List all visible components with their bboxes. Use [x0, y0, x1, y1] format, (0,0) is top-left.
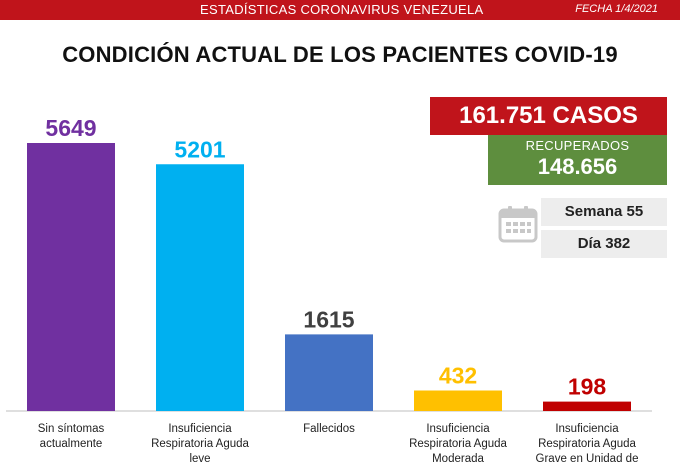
- bar-value-label-2: 5201: [174, 136, 225, 162]
- recovered-badge: RECUPERADOS 148.656: [488, 135, 667, 185]
- category-label-3: Fallecidos: [303, 423, 355, 435]
- bar-3: [285, 334, 373, 411]
- bar-2: [156, 164, 244, 411]
- header-date: FECHA 1/4/2021: [575, 3, 658, 15]
- category-label-1: Sin síntomas actualmente: [37, 423, 105, 450]
- week-badge: Semana 55: [541, 198, 667, 226]
- category-label-4: Insuficiencia Respiratoria Aguda Moderad…: [409, 423, 507, 465]
- total-cases-badge: 161.751 CASOS: [430, 97, 667, 135]
- header-bar: ESTADÍSTICAS CORONAVIRUS VENEZUELA FECHA…: [0, 0, 680, 20]
- category-label-2: Insuficiencia Respiratoria Aguda leve: [151, 423, 249, 465]
- bar-value-label-1: 5649: [45, 115, 96, 141]
- bar-value-label-3: 1615: [303, 306, 354, 332]
- bar-value-label-5: 198: [568, 374, 607, 400]
- bar-5: [543, 401, 631, 411]
- recovered-value: 148.656: [537, 154, 618, 179]
- day-badge: Día 382: [541, 230, 667, 258]
- category-label-5: Insuficiencia Respiratoria Aguda Grave e…: [535, 423, 639, 465]
- bar-4: [414, 390, 502, 411]
- chart-title: CONDICIÓN ACTUAL DE LOS PACIENTES COVID-…: [62, 42, 618, 67]
- bar-value-label-4: 432: [439, 363, 477, 389]
- recovered-label: RECUPERADOS: [525, 138, 630, 153]
- header-title: ESTADÍSTICAS CORONAVIRUS VENEZUELA: [200, 2, 484, 17]
- bar-1: [27, 143, 115, 411]
- calendar-icon: [498, 206, 538, 243]
